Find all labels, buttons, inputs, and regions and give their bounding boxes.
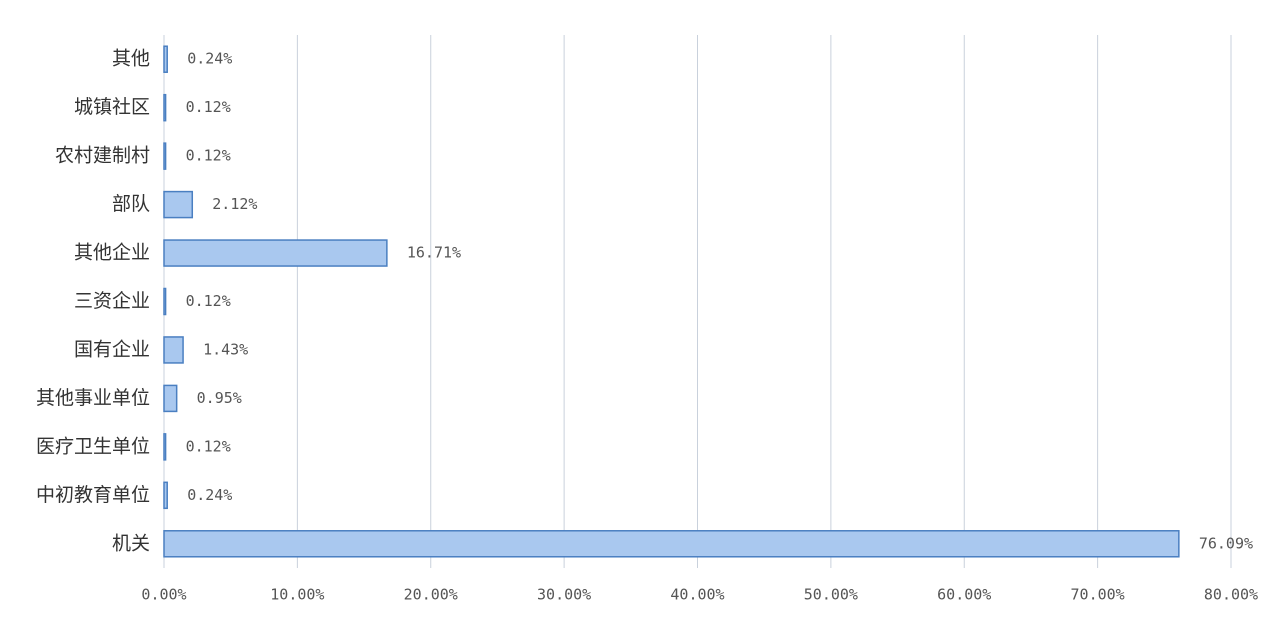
y-tick-label: 部队 (112, 193, 150, 215)
x-tick-label: 70.00% (1071, 586, 1125, 604)
bar (163, 190, 194, 219)
y-tick-label: 其他事业单位 (36, 387, 150, 409)
y-tick-label: 中初教育单位 (36, 484, 150, 506)
bar (163, 530, 1180, 558)
x-tick-label: 0.00% (141, 586, 186, 604)
x-tick-label: 20.00% (404, 586, 458, 604)
y-tick-label: 其他企业 (74, 242, 150, 264)
x-tick-label: 50.00% (804, 586, 858, 604)
value-label: 1.43% (203, 340, 248, 358)
bar (163, 142, 167, 170)
y-tick-label: 城镇社区 (74, 96, 150, 118)
y-tick-label: 机关 (112, 532, 150, 554)
value-label: 0.24% (187, 50, 232, 68)
value-label: 16.71% (407, 244, 461, 262)
bar (163, 287, 167, 316)
bar (163, 384, 178, 413)
value-label: 0.95% (197, 389, 242, 407)
bar (163, 433, 167, 461)
x-tick-label: 30.00% (537, 586, 591, 604)
bar (163, 481, 168, 510)
value-label: 0.12% (186, 292, 231, 310)
y-tick-label: 农村建制村 (55, 145, 150, 167)
value-label: 2.12% (212, 195, 257, 213)
x-tick-label: 80.00% (1204, 586, 1258, 604)
value-label: 0.12% (186, 147, 231, 165)
y-tick-label: 国有企业 (74, 338, 150, 360)
bar (163, 45, 168, 73)
x-tick-label: 10.00% (270, 586, 324, 604)
value-label: 0.24% (187, 486, 232, 504)
x-tick-label: 40.00% (670, 586, 724, 604)
x-tick-label: 60.00% (937, 586, 991, 604)
value-label: 76.09% (1199, 534, 1253, 552)
bar (163, 336, 184, 364)
y-tick-label: 医疗卫生单位 (36, 435, 150, 457)
y-tick-label: 其他 (112, 48, 150, 70)
value-label: 0.12% (186, 98, 231, 116)
bar (163, 239, 388, 267)
value-label: 0.12% (186, 437, 231, 455)
bar (163, 93, 167, 122)
y-tick-label: 三资企业 (74, 290, 150, 312)
